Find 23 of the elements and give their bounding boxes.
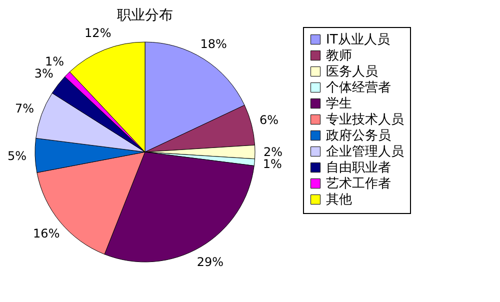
legend-label: 学生: [326, 96, 352, 112]
legend-label: 其他: [326, 192, 352, 208]
data-label: 1%: [44, 54, 64, 68]
chart-title: 职业分布: [117, 8, 173, 24]
data-label: 7%: [15, 102, 34, 116]
legend-label: 自由职业者: [326, 160, 391, 176]
legend-label: 政府公务员: [326, 128, 391, 144]
legend-label: 教师: [326, 48, 352, 64]
legend-label: 医务人员: [326, 64, 378, 80]
data-label: 12%: [84, 26, 112, 40]
legend-label: 艺术工作者: [326, 176, 391, 192]
legend-label: 个体经营者: [326, 80, 391, 96]
data-label: 18%: [200, 36, 227, 51]
data-label: 3%: [34, 66, 54, 81]
data-label: 5%: [8, 149, 27, 164]
data-label: 2%: [263, 145, 283, 159]
data-label: 29%: [196, 255, 224, 270]
legend-label: 企业管理人员: [326, 144, 404, 160]
data-label: 6%: [259, 113, 278, 128]
legend-label: 专业技术人员: [326, 112, 404, 128]
legend-label: IT从业人员: [326, 32, 390, 48]
data-label: 1%: [262, 157, 282, 172]
data-label: 16%: [33, 226, 60, 241]
